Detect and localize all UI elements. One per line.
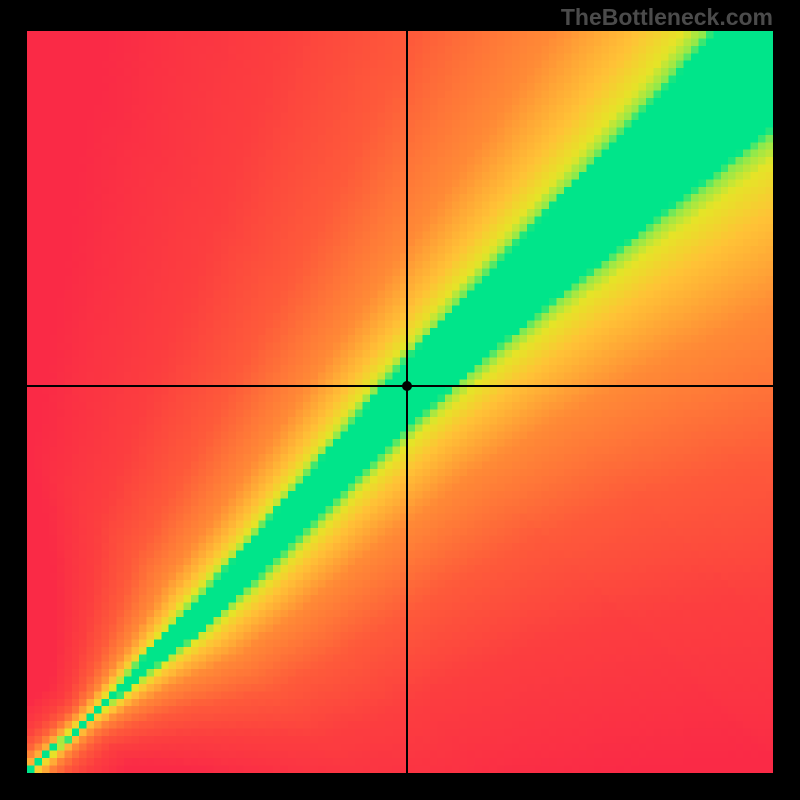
watermark-text: TheBottleneck.com <box>561 4 773 31</box>
bottleneck-heatmap <box>27 31 773 773</box>
crosshair-horizontal <box>27 385 773 387</box>
crosshair-vertical <box>406 31 408 773</box>
crosshair-marker <box>402 381 412 391</box>
